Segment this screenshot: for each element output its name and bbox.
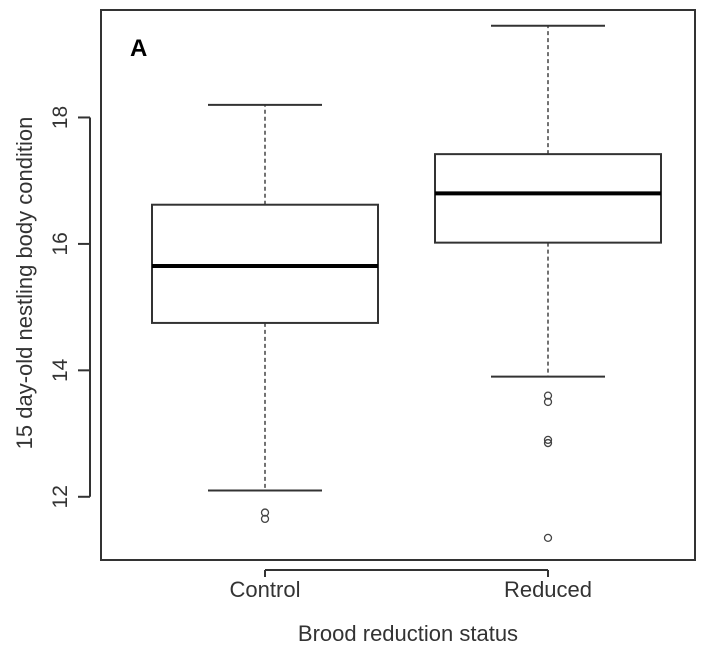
y-tick-label: 12 <box>49 485 72 508</box>
x-axis: Control Reduced <box>230 569 592 602</box>
y-axis: 12 14 16 18 <box>49 106 91 508</box>
x-tick-label-reduced: Reduced <box>504 577 592 602</box>
box-group-reduced <box>434 24 662 543</box>
iqr-box <box>434 153 662 244</box>
outlier-point <box>543 391 553 400</box>
x-axis-title: Brood reduction status <box>298 621 518 646</box>
outlier-point <box>543 533 553 543</box>
y-tick-label: 14 <box>49 358 72 382</box>
outlier-point <box>543 438 553 448</box>
outlier-point <box>260 508 270 517</box>
plot-frame <box>100 9 696 561</box>
box-group-control <box>151 103 379 524</box>
outlier-point <box>543 435 553 445</box>
iqr-box <box>151 203 379 324</box>
panel-label: A <box>130 35 147 62</box>
outlier-point <box>543 397 553 407</box>
boxes-layer <box>151 24 662 543</box>
outlier-point <box>260 514 270 524</box>
y-tick-label: 16 <box>49 232 72 255</box>
y-tick-label: 18 <box>49 106 72 129</box>
y-axis-title: 15 day-old nestling body condition <box>12 117 37 450</box>
x-tick-label-control: Control <box>230 577 301 602</box>
